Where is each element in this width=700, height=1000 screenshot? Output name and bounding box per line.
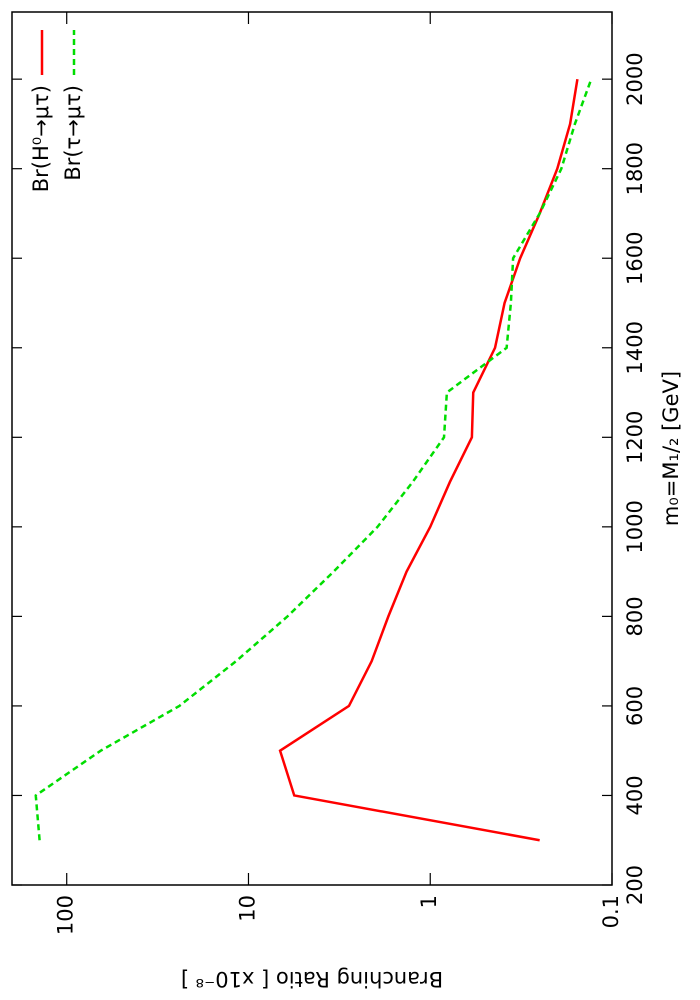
y-tick-label: 1	[417, 895, 441, 908]
y-tick-label: 10	[235, 895, 259, 922]
y-tick-label: 100	[54, 895, 78, 935]
data-line	[34, 78, 593, 841]
x-tick-label: 200	[623, 865, 647, 905]
x-axis-label: m₀=M₁/₂ [GeV]	[659, 371, 683, 526]
y-tick-label: 0.1	[599, 895, 623, 928]
x-tick-label: 1200	[623, 411, 647, 464]
x-tick-label: 800	[623, 596, 647, 636]
x-tick-label: 600	[623, 686, 647, 726]
x-tick-label: 1600	[623, 232, 647, 285]
x-tick-label: 400	[623, 775, 647, 815]
x-tick-label: 1800	[623, 142, 647, 195]
y-axis-label: Branching Ratio [ x10⁻⁸ ]	[181, 967, 443, 991]
x-tick-label: 1400	[623, 321, 647, 374]
x-tick-label: 1000	[623, 500, 647, 553]
plot-frame	[11, 11, 613, 886]
legend-label: Br(τ→μτ)	[61, 85, 85, 181]
data-line	[278, 78, 579, 842]
legend-label: Br(H⁰→μτ)	[29, 85, 53, 192]
plot-area: 200 400 600 800 1000 1200 1400 1600 1800 2000 0.1 1…	[11, 11, 683, 991]
x-tick-label: 2000	[623, 52, 647, 105]
